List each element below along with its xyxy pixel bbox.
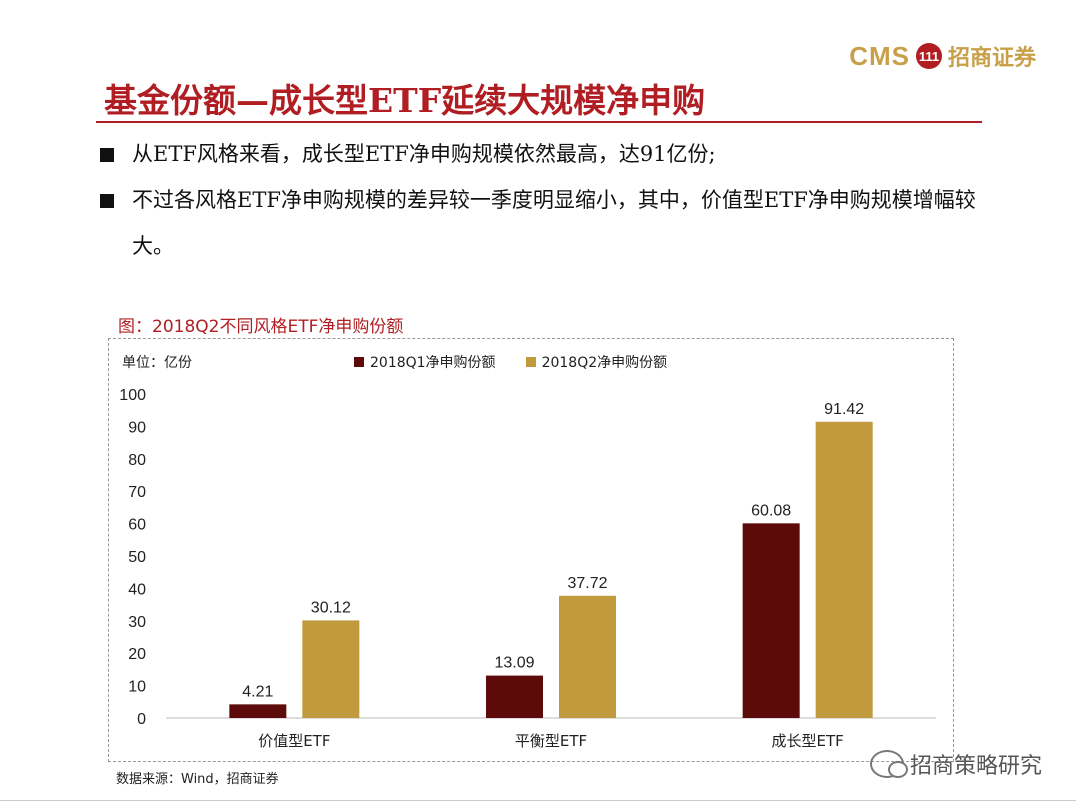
bullet-item: 不过各风格ETF净申购规模的差异较一季度明显缩小，其中，价值型ETF净申购规模增…: [100, 177, 1000, 269]
title-divider: [96, 121, 982, 123]
data-label: 91.42: [824, 401, 864, 418]
data-source: 数据来源：Wind，招商证券: [116, 772, 279, 787]
legend-item-q1: 2018Q1净申购份额: [354, 352, 496, 372]
wechat-icon: [869, 750, 908, 778]
bar-chart: 0 10 20 30 40 50 60 70 80 90 100 4.21 30.12 价值型ETF 13.…: [119, 387, 936, 750]
bullet-text: 不过各风格ETF净申购规模的差异较一季度明显缩小，其中，价值型ETF净申购规模增…: [132, 188, 976, 258]
logo-mark-icon: 111: [915, 43, 942, 69]
logo-name: 招商证券: [947, 45, 1036, 71]
y-tick-label: 90: [128, 419, 146, 436]
logo: CMS 111 招商证券: [849, 40, 1036, 72]
bullet-item: 从ETF风格来看，成长型ETF净申购规模依然最高，达91亿份;: [100, 131, 1000, 177]
bar-q1: [229, 704, 287, 718]
x-category-label: 成长型ETF: [772, 732, 844, 750]
bullet-text: 从ETF风格来看，成长型ETF净申购规模依然最高，达91亿份;: [132, 142, 716, 166]
data-label: 13.09: [494, 655, 534, 672]
data-label: 60.08: [751, 502, 791, 519]
legend-swatch-q2: [525, 357, 536, 367]
legend-label-q2: 2018Q2净申购份额: [541, 355, 668, 371]
y-tick-label: 70: [128, 484, 146, 501]
bar-q2: [815, 421, 873, 718]
x-category-label: 平衡型ETF: [515, 732, 587, 750]
logo-brand: CMS: [849, 40, 910, 71]
data-label: 4.21: [242, 683, 273, 700]
bar-q2: [559, 595, 616, 718]
x-category-label: 价值型ETF: [258, 732, 330, 750]
chart-frame: [108, 338, 954, 762]
bar-q1: [486, 675, 543, 718]
y-tick-label: 50: [128, 549, 146, 566]
data-label: 30.12: [311, 599, 351, 616]
data-label: 37.72: [567, 575, 607, 592]
page-title: 基金份额—成长型ETF延续大规模净申购: [104, 81, 706, 120]
bullet-square-icon: [100, 148, 114, 162]
chart-legend: 2018Q1净申购份额 2018Q2净申购份额: [354, 352, 667, 372]
y-tick-label: 0: [137, 711, 146, 728]
y-tick-label: 10: [128, 679, 146, 696]
watermark: 招商策略研究: [869, 748, 1042, 780]
y-tick-label: 30: [128, 614, 146, 631]
y-tick-label: 80: [128, 452, 146, 469]
bullet-square-icon: [100, 194, 114, 208]
y-tick-label: 100: [119, 387, 146, 404]
legend-label-q1: 2018Q1净申购份额: [370, 355, 496, 371]
y-tick-label: 40: [128, 581, 146, 598]
chart-unit-label: 单位：亿份: [122, 355, 192, 371]
watermark-text: 招商策略研究: [909, 754, 1042, 779]
y-tick-label: 60: [128, 517, 146, 534]
bullet-list: 从ETF风格来看，成长型ETF净申购规模依然最高，达91亿份; 不过各风格ETF…: [100, 131, 1000, 269]
legend-item-q2: 2018Q2净申购份额: [525, 352, 668, 372]
bar-q1: [742, 523, 800, 718]
legend-swatch-q1: [354, 357, 364, 367]
bottom-divider: [0, 800, 1076, 801]
chart-title: 图：2018Q2不同风格ETF净申购份额: [118, 317, 404, 337]
bar-q2: [302, 620, 360, 718]
y-tick-label: 20: [128, 646, 146, 663]
